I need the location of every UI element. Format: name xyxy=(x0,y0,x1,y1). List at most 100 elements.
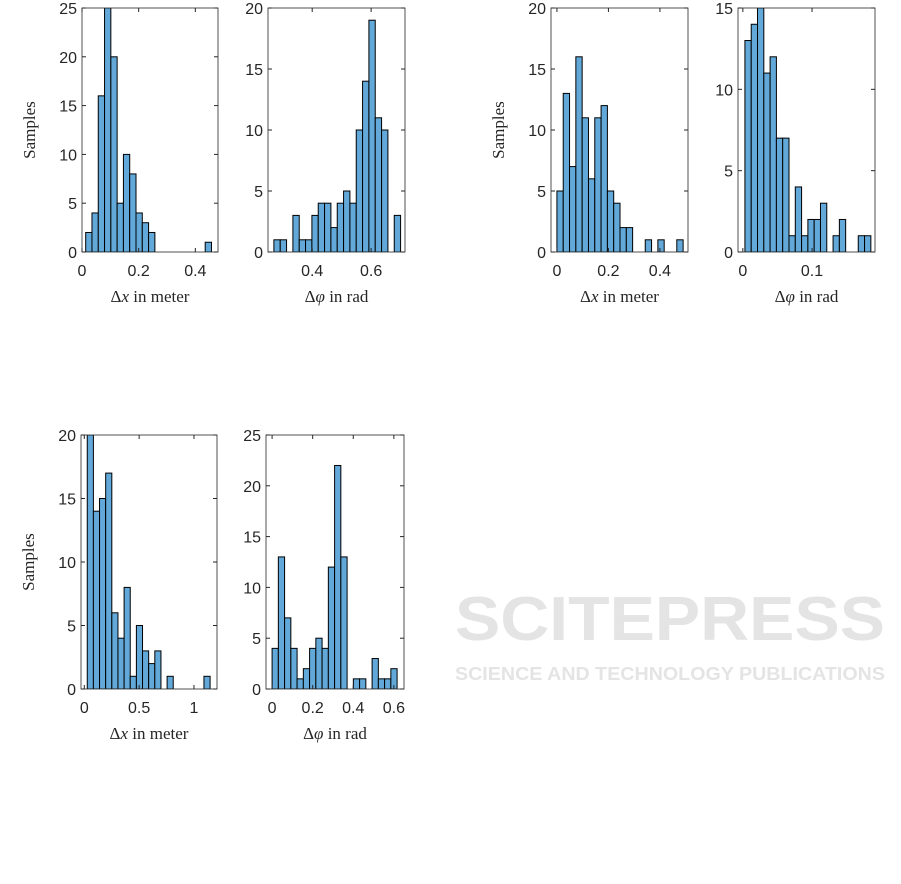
histogram-panel-5: 0 5 10 15 20 0 0.5 1Δx in meter Samples xyxy=(19,428,218,743)
bars xyxy=(85,8,212,252)
histogram-bar xyxy=(819,202,828,252)
y-tick-label: 0 xyxy=(537,245,546,262)
histogram-bar xyxy=(135,625,144,689)
histogram-bar xyxy=(769,56,777,252)
y-tick-label: 0 xyxy=(68,245,77,262)
x-tick-label: 0 xyxy=(268,700,277,717)
axes-box xyxy=(265,434,405,690)
y-tick-label: 0 xyxy=(252,682,261,699)
y-axis-label: Samples xyxy=(489,101,508,159)
histogram-bar xyxy=(203,675,211,689)
axes-box xyxy=(81,7,219,253)
histogram-bar xyxy=(807,218,815,252)
y-tick-label: 15 xyxy=(245,62,263,79)
y-axis-label: Samples xyxy=(19,533,38,591)
histogram-bar xyxy=(864,235,872,252)
y-tick-label: 5 xyxy=(252,631,261,648)
histogram-bar xyxy=(279,239,288,252)
y-tick-label: 25 xyxy=(243,428,261,445)
histogram-bar xyxy=(86,435,94,689)
histogram-panel-6: 0 5 10 15 20 25 0 0.2 0.4 0.6 Δφ in rad xyxy=(243,428,405,743)
histogram-bar xyxy=(292,214,300,252)
y-tick-label: 10 xyxy=(59,147,77,164)
y-tick-label: 15 xyxy=(243,530,261,547)
histogram-bar xyxy=(788,235,796,252)
histogram-bar xyxy=(600,105,608,252)
histogram-bar xyxy=(368,19,376,252)
y-tick-label: 15 xyxy=(528,62,546,79)
bars xyxy=(271,464,398,689)
histogram-bar xyxy=(290,647,298,689)
histogram-bar xyxy=(794,186,803,252)
histogram-bar xyxy=(343,190,351,252)
watermark-main: SCITEPRESS xyxy=(455,585,885,654)
histogram-bar xyxy=(154,650,162,689)
watermark: SCITEPRESS SCIENCE AND TECHNOLOGY PUBLIC… xyxy=(455,585,885,684)
histogram-bar xyxy=(148,231,156,252)
histogram-bar xyxy=(744,40,752,252)
histogram-bar xyxy=(327,566,336,689)
bars xyxy=(86,435,211,689)
y-tick-label: 10 xyxy=(715,82,733,99)
histogram-bar xyxy=(377,678,386,689)
histogram-bar xyxy=(619,227,627,252)
y-tick-label: 10 xyxy=(58,555,76,572)
histogram-bar xyxy=(117,637,125,689)
histogram-bar xyxy=(775,137,784,252)
histogram-bar xyxy=(296,678,304,689)
histogram-bar xyxy=(298,239,307,252)
histogram-bar xyxy=(317,202,326,252)
x-axis-label: Δx in meter xyxy=(110,724,189,743)
histogram-bar xyxy=(556,190,564,252)
x-tick-label: 1 xyxy=(190,700,199,717)
histogram-bar xyxy=(801,235,809,252)
histogram-bar xyxy=(575,56,583,252)
histogram-bar xyxy=(92,510,101,689)
histogram-bar xyxy=(116,202,124,252)
y-tick-label: 10 xyxy=(528,123,546,140)
histogram-panel-1: 0 5 10 15 20 25 0 0.2 0.4 Δx in meter Samples xyxy=(20,1,219,306)
histogram-bar xyxy=(309,647,317,689)
watermark-sub: SCIENCE AND TECHNOLOGY PUBLICATIONS xyxy=(455,664,885,684)
histogram-bar xyxy=(613,202,621,252)
x-axis-label: Δx in meter xyxy=(580,287,659,306)
histogram-bar xyxy=(273,239,281,252)
y-axis-label: Samples xyxy=(20,101,39,159)
histogram-bar xyxy=(359,678,367,689)
histogram-bar xyxy=(606,190,615,252)
axes-box xyxy=(737,7,876,253)
x-tick-label: 0.1 xyxy=(801,263,823,280)
histogram-bar xyxy=(336,202,345,252)
histogram-bar xyxy=(562,92,571,252)
x-tick-label: 0.6 xyxy=(383,700,405,717)
histogram-bar xyxy=(352,678,361,689)
histogram-bar xyxy=(782,137,790,252)
histogram-bar xyxy=(104,8,112,252)
y-tick-label: 0 xyxy=(724,245,733,262)
x-tick-label: 0.5 xyxy=(128,700,150,717)
y-tick-label: 5 xyxy=(724,164,733,181)
histogram-bar xyxy=(757,8,765,252)
histogram-bar xyxy=(302,668,311,689)
histogram-bar xyxy=(324,202,332,252)
histogram-bar xyxy=(763,72,771,252)
histogram-bar xyxy=(625,227,634,252)
x-tick-label: 0.6 xyxy=(360,263,382,280)
histogram-bar xyxy=(334,464,342,689)
y-tick-label: 25 xyxy=(59,1,77,18)
x-axis-label: Δφ in rad xyxy=(305,287,369,306)
histogram-bar xyxy=(362,80,370,252)
histogram-bar xyxy=(284,617,292,689)
histogram-bar xyxy=(315,637,323,689)
bars xyxy=(556,56,684,252)
histogram-bar xyxy=(657,239,665,252)
histogram-bar xyxy=(166,675,174,689)
histogram-bar xyxy=(374,117,383,252)
y-tick-label: 15 xyxy=(58,492,76,509)
y-tick-label: 20 xyxy=(245,1,263,18)
x-tick-label: 0.4 xyxy=(301,263,323,280)
histogram-bar xyxy=(123,586,131,689)
x-tick-label: 0.2 xyxy=(128,263,150,280)
y-tick-label: 15 xyxy=(59,99,77,116)
